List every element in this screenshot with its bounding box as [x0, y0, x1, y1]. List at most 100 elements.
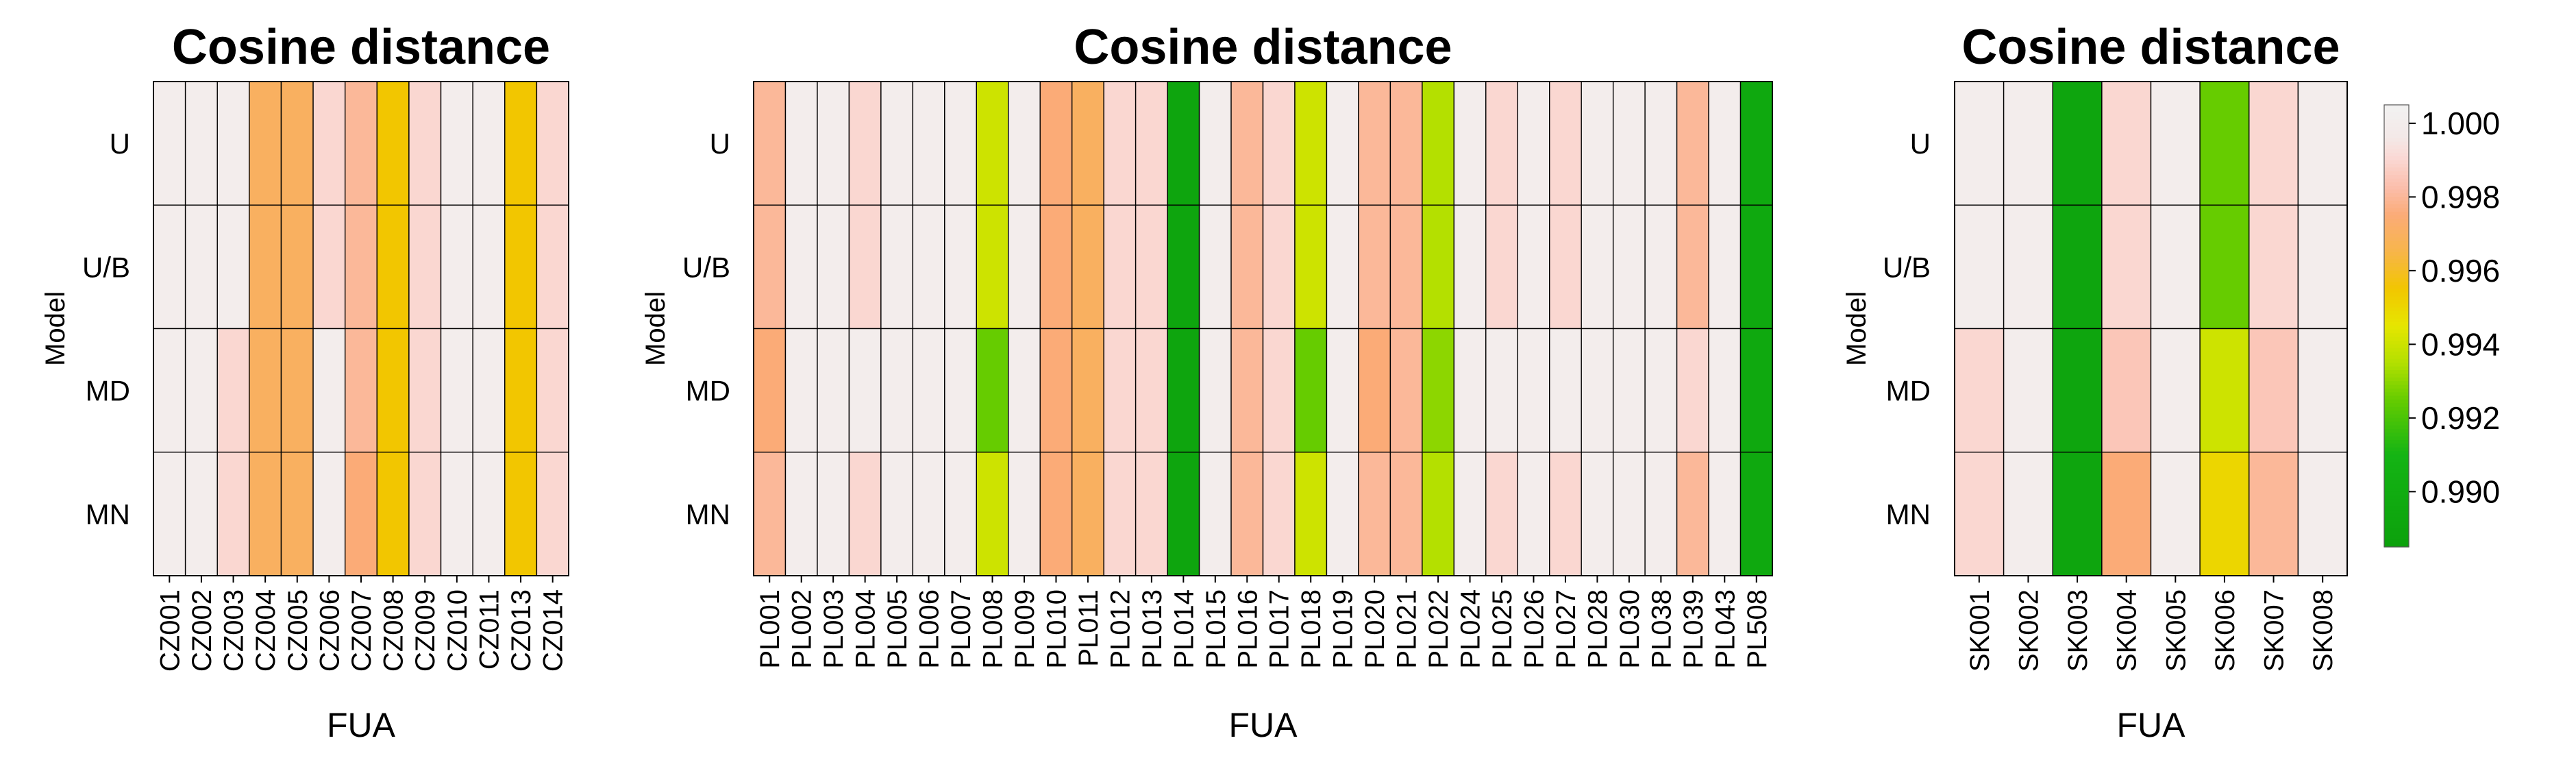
- legend-swatch: [2384, 392, 2409, 397]
- heatmap-cell: [1517, 452, 1550, 576]
- column-label: PL020: [1360, 589, 1390, 669]
- legend-swatch: [2384, 329, 2409, 334]
- heatmap-cell: [912, 328, 945, 453]
- x-axis-title: FUA: [1229, 706, 1298, 744]
- heatmap-cell: [376, 452, 410, 576]
- heatmap-cell: [2150, 328, 2201, 453]
- heatmap-cell: [1954, 81, 2005, 206]
- heatmap-cell: [848, 452, 882, 576]
- heatmap-cell: [504, 204, 538, 330]
- heatmap-cell: [880, 204, 914, 330]
- heatmap-cell: [880, 81, 914, 206]
- legend-swatch: [2384, 447, 2409, 452]
- heatmap-cell: [536, 204, 569, 330]
- legend-swatch: [2384, 462, 2409, 467]
- column-label: CZ002: [187, 589, 217, 672]
- heatmap-cell: [184, 452, 218, 576]
- y-axis-title: Model: [1842, 291, 1872, 366]
- heatmap-cell: [912, 452, 945, 576]
- heatmap-cell: [1358, 204, 1391, 330]
- column-label: SK004: [2112, 589, 2142, 672]
- heatmap-cell: [1135, 204, 1168, 330]
- legend-swatch: [2384, 259, 2409, 264]
- heatmap-cell: [2150, 81, 2201, 206]
- column-label: PL013: [1137, 589, 1167, 669]
- heatmap-cell: [1485, 328, 1518, 453]
- heatmap-cell: [280, 328, 314, 453]
- legend-swatch: [2384, 454, 2409, 459]
- legend-swatch: [2384, 119, 2409, 124]
- heatmap-cell: [1389, 81, 1423, 206]
- heatmap-cell: [1039, 204, 1073, 330]
- heatmap-cell: [817, 81, 850, 206]
- heatmap-cell: [472, 328, 506, 453]
- column-label: PL011: [1074, 589, 1104, 667]
- legend-swatch: [2384, 400, 2409, 404]
- legend-swatch: [2384, 473, 2409, 478]
- heatmap-cell: [944, 81, 977, 206]
- legend-swatch: [2384, 237, 2409, 242]
- legend-swatch: [2384, 215, 2409, 220]
- column-label: PL005: [882, 589, 913, 669]
- legend-swatch: [2384, 528, 2409, 533]
- heatmap-cell: [1422, 452, 1455, 576]
- heatmap-cell: [1676, 81, 1709, 206]
- heatmap-cell: [1485, 204, 1518, 330]
- x-axis-title: FUA: [2117, 706, 2186, 744]
- column-label: CZ014: [538, 589, 569, 672]
- heatmap-cell: [1954, 328, 2005, 453]
- legend-swatch: [2384, 200, 2409, 205]
- legend-swatch: [2384, 403, 2409, 408]
- legend-swatch: [2384, 352, 2409, 356]
- column-label: SK002: [2014, 589, 2044, 672]
- heatmap-cell: [1676, 452, 1709, 576]
- heatmap-cell: [2101, 81, 2152, 206]
- heatmap-cell: [1326, 328, 1359, 453]
- legend-swatch: [2384, 484, 2409, 489]
- heatmap-cell: [2052, 452, 2103, 576]
- heatmap-cell: [504, 81, 538, 206]
- heatmap-cell: [2101, 452, 2152, 576]
- legend-swatch: [2384, 245, 2409, 249]
- legend-swatch: [2384, 116, 2409, 121]
- legend-swatch: [2384, 377, 2409, 382]
- legend-swatch: [2384, 406, 2409, 411]
- heatmap-cell: [344, 81, 378, 206]
- heatmap-cell: [408, 81, 442, 206]
- heatmap-cell: [344, 328, 378, 453]
- row-label: U: [710, 127, 730, 160]
- column-label: PL009: [1010, 589, 1040, 669]
- row-label: U: [110, 127, 130, 160]
- heatmap-cell: [1230, 81, 1264, 206]
- column-label: CZ007: [347, 589, 377, 672]
- heatmap-cell: [817, 328, 850, 453]
- legend-swatch: [2384, 175, 2409, 180]
- heatmap-cell: [1422, 81, 1455, 206]
- row-label: MD: [86, 375, 130, 407]
- heatmap-cell: [312, 452, 346, 576]
- legend-swatch: [2384, 532, 2409, 537]
- heatmap-cell: [2052, 81, 2103, 206]
- row-label: MN: [1886, 498, 1931, 530]
- heatmap-cell: [2199, 328, 2250, 453]
- legend-swatch: [2384, 440, 2409, 445]
- heatmap-cell: [1453, 452, 1487, 576]
- column-label: PL025: [1487, 589, 1518, 669]
- heatmap-cell: [1739, 81, 1773, 206]
- legend-swatch: [2384, 105, 2409, 109]
- heatmap-cell: [153, 452, 186, 576]
- legend-swatch: [2384, 517, 2409, 522]
- heatmap-cell: [784, 452, 818, 576]
- heatmap-cell: [1708, 204, 1742, 330]
- heatmap-cell: [280, 452, 314, 576]
- heatmap-cell: [1230, 328, 1264, 453]
- column-label: SK003: [2063, 589, 2093, 672]
- heatmap-cell: [1008, 204, 1041, 330]
- heatmap-cell: [472, 204, 506, 330]
- legend-swatch: [2384, 491, 2409, 496]
- heatmap-cell: [312, 204, 346, 330]
- legend-swatch: [2384, 171, 2409, 175]
- legend-swatch: [2384, 417, 2409, 422]
- heatmap-cell: [848, 81, 882, 206]
